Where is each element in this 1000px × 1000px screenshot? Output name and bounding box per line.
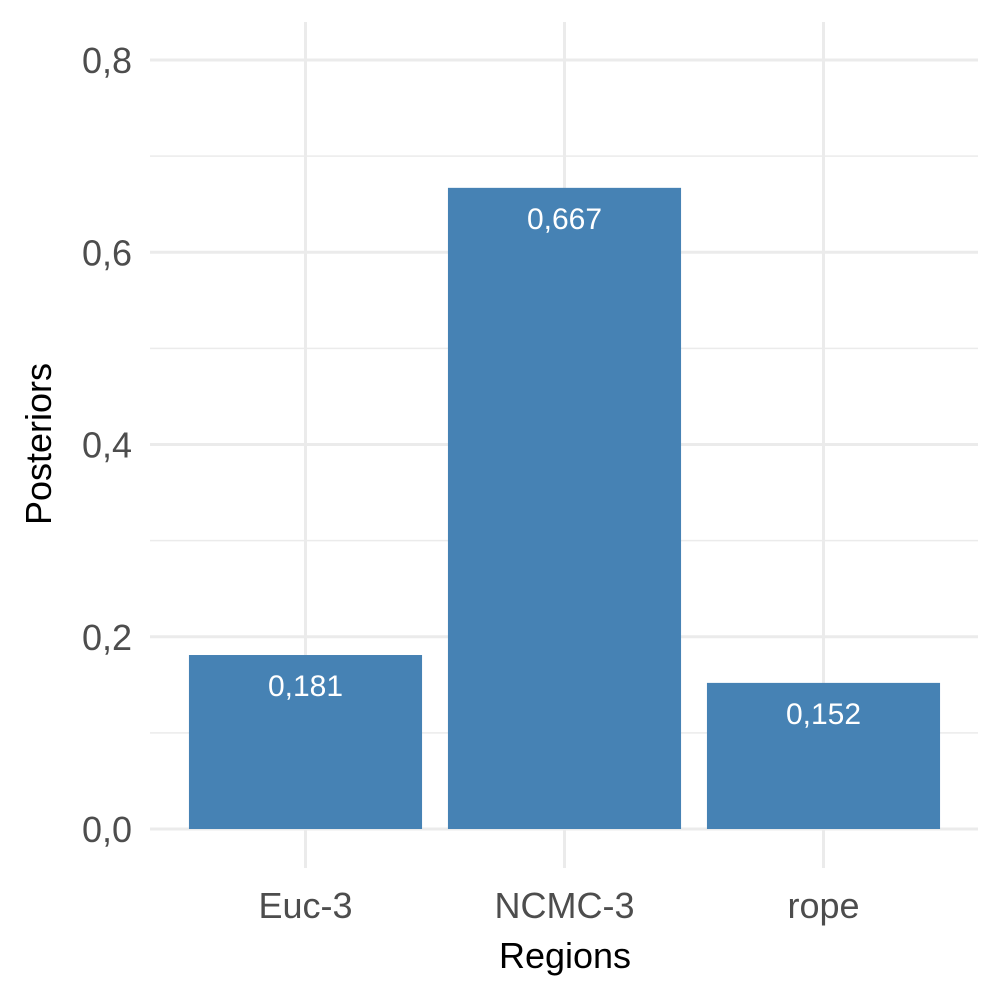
y-tick-label: 0,0 bbox=[82, 809, 132, 850]
x-axis-title: Regions bbox=[499, 935, 631, 976]
x-tick-label: Euc-3 bbox=[258, 885, 352, 926]
y-tick-label: 0,4 bbox=[82, 425, 132, 466]
bar-value-label: 0,667 bbox=[527, 203, 602, 236]
x-tick-label: rope bbox=[787, 885, 859, 926]
bar-ncmc-3 bbox=[447, 187, 682, 829]
y-axis-title: Posteriors bbox=[18, 363, 59, 525]
bar-value-label: 0,152 bbox=[786, 698, 861, 731]
bars-layer bbox=[188, 187, 941, 829]
data-labels-layer: 0,181 0,667 0,152 bbox=[268, 203, 861, 731]
y-tick-label: 0,6 bbox=[82, 232, 132, 273]
x-tick-label: NCMC-3 bbox=[495, 885, 635, 926]
y-tick-label: 0,8 bbox=[82, 40, 132, 81]
bar-euc-3 bbox=[188, 655, 423, 829]
bar-rope bbox=[706, 682, 941, 829]
bar-value-label: 0,181 bbox=[268, 670, 343, 703]
tick-labels-layer: 0,0 0,2 0,4 0,6 0,8 Euc-3 NCMC-3 rope bbox=[82, 40, 860, 926]
y-tick-label: 0,2 bbox=[82, 617, 132, 658]
